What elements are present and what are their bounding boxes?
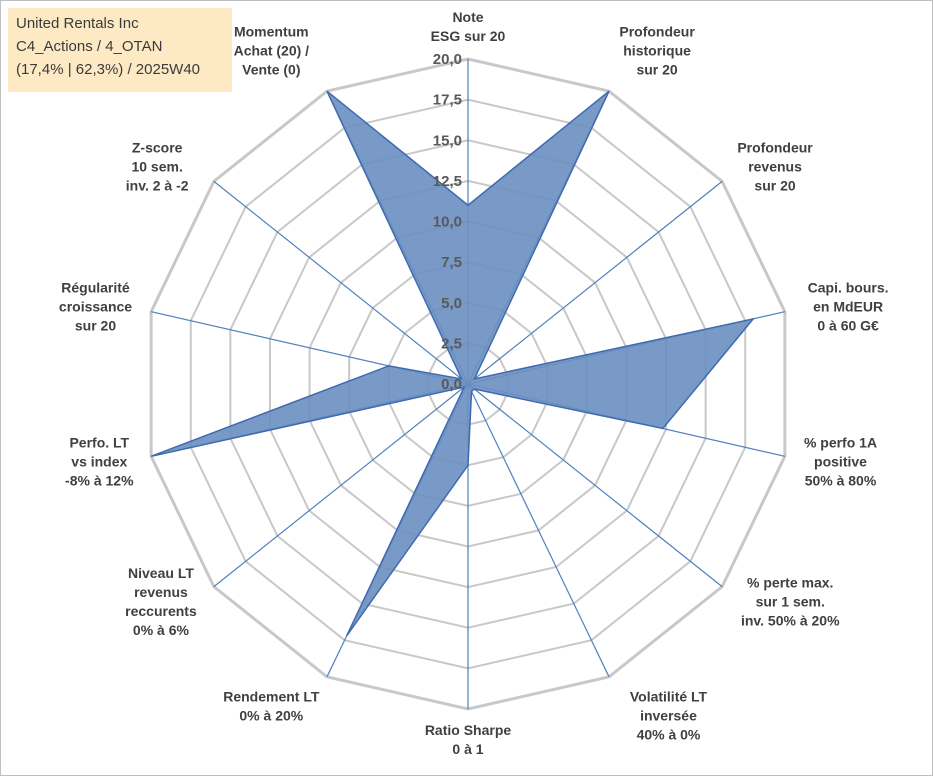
axis-label-8: Ratio Sharpe 0 à 1 [425, 722, 512, 757]
axis-label-7: Volatilité LT inversée 40% à 0% [630, 688, 708, 742]
axis-label-line: Rendement LT [223, 688, 320, 704]
axis-label-line: Niveau LT [128, 565, 194, 581]
axis-label-6: % perte max. sur 1 sem. inv. 50% à 20% [741, 575, 840, 629]
axis-label-line: Capi. bours. [808, 279, 889, 295]
axis-label-line: 10 sem. [131, 158, 182, 174]
axis-spoke-10 [213, 383, 469, 588]
axis-label-line: % perfo 1A [804, 435, 877, 451]
axis-label-line: Note [452, 9, 483, 25]
tick-label: 15,0 [433, 132, 462, 149]
data-series-area [150, 90, 756, 637]
axis-label-12: Régularité croissance sur 20 [59, 279, 132, 333]
axis-label-line: Profondeur [737, 139, 813, 155]
tick-label: 20,0 [433, 51, 462, 68]
axis-label-line: Profondeur [619, 24, 695, 40]
axis-label-line: Momentum [234, 24, 309, 40]
stats-line: (17,4% | 62,3%) / 2025W40 [16, 61, 200, 78]
axis-label-line: inversée [640, 707, 697, 723]
tick-label: 7,5 [441, 254, 462, 271]
axis-label-11: Perfo. LT vs index -8% à 12% [65, 435, 134, 489]
axis-label-line: Achat (20) / [234, 43, 310, 59]
axis-label-line: inv. 50% à 20% [741, 613, 840, 629]
axis-label-line: sur 20 [636, 62, 677, 78]
axis-label-10: Niveau LT revenus reccurents 0% à 6% [125, 565, 197, 638]
axis-label-line: revenus [748, 158, 802, 174]
axis-label-line: revenus [134, 584, 188, 600]
axis-spoke-3 [467, 180, 723, 385]
axis-label-line: sur 20 [75, 317, 116, 333]
axis-label-line: Régularité [61, 279, 130, 295]
portfolio-line: C4_Actions / 4_OTAN [16, 38, 163, 55]
axis-label-2: Profondeur historique sur 20 [619, 24, 695, 78]
axis-label-line: 0 à 1 [452, 741, 483, 757]
axis-label-line: 0% à 20% [239, 707, 303, 723]
info-box: United Rentals Inc C4_Actions / 4_OTAN (… [8, 8, 232, 92]
axis-label-line: historique [623, 43, 691, 59]
axis-label-line: Vente (0) [242, 62, 300, 78]
axis-label-line: croissance [59, 298, 132, 314]
axis-spoke-7 [467, 383, 610, 678]
axis-label-line: 50% à 80% [805, 473, 877, 489]
axis-label-line: vs index [71, 454, 127, 470]
axis-label-line: inv. 2 à -2 [126, 177, 189, 193]
axis-label-line: 0 à 60 G€ [817, 317, 879, 333]
tick-label: 10,0 [433, 214, 462, 231]
axis-label-5: % perfo 1A positive 50% à 80% [804, 435, 877, 489]
axis-label-line: -8% à 12% [65, 473, 134, 489]
axis-label-line: sur 1 sem. [756, 594, 825, 610]
axis-label-line: Ratio Sharpe [425, 722, 512, 738]
axis-label-line: positive [814, 454, 867, 470]
tick-label: 2,5 [441, 335, 462, 352]
axis-label-line: 0% à 6% [133, 622, 190, 638]
axis-label-line: % perte max. [747, 575, 833, 591]
axis-label-3: Profondeur revenus sur 20 [737, 139, 813, 193]
axis-label-13: Z-score 10 sem. inv. 2 à -2 [126, 139, 189, 193]
axis-label-line: Volatilité LT [630, 688, 708, 704]
company-name: United Rentals Inc [16, 15, 139, 32]
tick-label: 17,5 [433, 92, 462, 109]
axis-label-9: Rendement LT 0% à 20% [223, 688, 320, 723]
axis-label-line: 40% à 0% [637, 726, 701, 742]
tick-label: 5,0 [441, 295, 462, 312]
axis-label-line: reccurents [125, 603, 197, 619]
axis-spoke-6 [467, 383, 723, 588]
axis-label-1: Note ESG sur 20 [431, 9, 506, 44]
axis-label-line: Z-score [132, 139, 183, 155]
axis-label-4: Capi. bours. en MdEUR 0 à 60 G€ [808, 279, 889, 333]
axis-label-14: Momentum Achat (20) / Vente (0) [234, 24, 310, 78]
axis-label-line: Perfo. LT [69, 435, 129, 451]
tick-label: 0,0 [441, 376, 462, 393]
tick-label: 12,5 [433, 173, 462, 190]
axis-label-line: sur 20 [754, 177, 795, 193]
axis-spoke-13 [213, 180, 469, 385]
axis-label-line: en MdEUR [813, 298, 883, 314]
axis-label-line: ESG sur 20 [431, 28, 506, 44]
